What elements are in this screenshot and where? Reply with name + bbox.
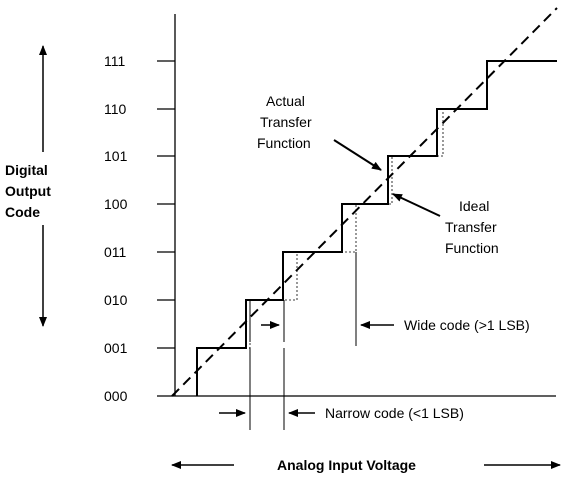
ideal-label-line-2: Transfer bbox=[445, 219, 497, 235]
code-label-001: 001 bbox=[104, 340, 128, 356]
ideal-label-line-3: Function bbox=[445, 240, 499, 256]
actual-label-line-3: Function bbox=[257, 135, 311, 151]
x-axis-title: Analog Input Voltage bbox=[277, 457, 416, 473]
actual-label-line-2: Transfer bbox=[260, 114, 312, 130]
y-tick-marks bbox=[157, 60, 175, 349]
ideal-pointer-arrow bbox=[392, 193, 441, 217]
ideal-label-line-1: Ideal bbox=[459, 198, 489, 214]
actual-staircase bbox=[196, 60, 557, 396]
actual-label-line-1: Actual bbox=[266, 93, 305, 109]
code-label-100: 100 bbox=[104, 196, 128, 212]
code-label-110: 110 bbox=[104, 101, 127, 117]
wide-code-label: Wide code (>1 LSB) bbox=[404, 317, 530, 333]
narrow-code-label: Narrow code (<1 LSB) bbox=[325, 405, 464, 421]
y-axis-title-line-3: Code bbox=[5, 204, 40, 220]
code-label-011: 011 bbox=[104, 244, 127, 260]
code-label-101: 101 bbox=[104, 148, 128, 164]
code-label-010: 010 bbox=[104, 292, 128, 308]
y-axis-title-line-2: Output bbox=[5, 183, 51, 199]
code-label-111: 111 bbox=[104, 53, 125, 69]
actual-pointer-arrow bbox=[333, 139, 382, 171]
y-code-labels: 111 110 101 100 011 010 001 000 bbox=[104, 53, 128, 404]
ideal-transfer-line bbox=[171, 7, 558, 397]
code-label-000: 000 bbox=[104, 388, 128, 404]
y-axis-title-line-1: Digital bbox=[5, 162, 48, 178]
